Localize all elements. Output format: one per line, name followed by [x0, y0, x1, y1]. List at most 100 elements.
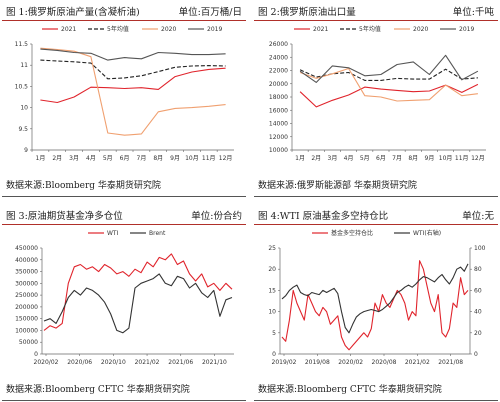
x-tick-label: 2月 — [52, 155, 62, 162]
y-tick-label: 11.5 — [15, 41, 29, 48]
chart-plot: 基金多空持仓比 WTI(右轴) 0 5 10 15 20 25 0 20 40 60 80 100 2019… — [268, 229, 486, 366]
y2-tick-label: 100 — [474, 245, 486, 252]
series-line — [40, 59, 226, 80]
series-line — [299, 67, 478, 102]
x-tick-label: 3月 — [328, 155, 338, 162]
x-tick-label: 8月 — [408, 155, 418, 162]
x-tick-label: 8月 — [153, 155, 163, 162]
x-tick-label: 10月 — [439, 155, 453, 162]
x-tick-label: 2月 — [311, 155, 321, 162]
chart-unit: 单位:千吨 — [452, 7, 494, 18]
divider — [254, 196, 498, 197]
y-tick-label: 9 — [24, 147, 28, 154]
chart-panel-4: 图 4:WTI 原油基金多空持仓比 单位:无 基金多空持仓比 WTI(右轴) 0 5 1… — [254, 204, 498, 402]
legend-label: 5年均值 — [107, 25, 129, 33]
y-tick-label: 10 — [20, 105, 28, 112]
x-tick-label: 2019/08 — [305, 359, 330, 366]
y-tick-label: 350000 — [15, 269, 38, 276]
x-tick-label: 1月 — [36, 155, 46, 162]
legend-label: 2019 — [207, 26, 222, 33]
panel-header: 图 4:WTI 原油基金多空持仓比 单位:无 — [254, 204, 498, 225]
series-line — [299, 83, 479, 108]
divider — [2, 196, 246, 197]
panel-header: 图 3:原油期货基金净多仓位 单位:份合约 — [2, 204, 246, 225]
chart-title: 图 2:俄罗斯原油出口量 — [258, 7, 356, 18]
y-tick-label: 22000 — [269, 68, 288, 75]
x-tick-label: 2020/06 — [67, 359, 92, 366]
x-tick-label: 12月 — [219, 155, 233, 162]
x-tick-label: 6月 — [376, 155, 386, 162]
y-tick-label: 300000 — [15, 280, 38, 287]
divider — [2, 400, 246, 401]
series-line — [40, 47, 226, 136]
x-tick-label: 2021/02 — [135, 359, 160, 366]
series-line — [299, 54, 479, 83]
chart-source: 数据来源:Bloomberg 华泰期货研究院 — [6, 181, 161, 191]
y-tick-label: 0 — [272, 351, 276, 358]
y2-tick-label: 80 — [474, 266, 482, 273]
y-tick-label: 250000 — [15, 292, 38, 299]
x-tick-label: 2020/02 — [338, 359, 363, 366]
x-tick-label: 6月 — [120, 155, 130, 162]
y-tick-label: 14000 — [269, 121, 288, 128]
x-tick-label: 2021/10 — [202, 359, 227, 366]
series-line — [40, 48, 226, 61]
legend-label: 2021 — [313, 26, 328, 33]
y2-tick-label: 20 — [474, 330, 482, 337]
y2-tick-label: 0 — [474, 351, 478, 358]
x-tick-label: 2019/02 — [272, 359, 297, 366]
divider — [254, 400, 498, 401]
y-tick-label: 24000 — [269, 54, 288, 61]
chart-title: 图 4:WTI 原油基金多空持仓比 — [258, 211, 389, 222]
panel-header: 图 2:俄罗斯原油出口量 单位:千吨 — [254, 0, 498, 21]
series-line — [43, 273, 233, 334]
legend-label: 基金多空持仓比 — [331, 229, 373, 237]
legend-label: 2019 — [459, 26, 474, 33]
y-tick-label: 20 — [268, 266, 276, 273]
legend-label: Brent — [149, 230, 166, 237]
y2-tick-label: 40 — [474, 309, 482, 316]
y-tick-label: 50000 — [19, 339, 38, 346]
x-tick-label: 2021/06 — [168, 359, 193, 366]
y-tick-label: 150000 — [15, 316, 38, 323]
legend-label: 2021 — [61, 26, 76, 33]
chart-unit: 单位:百万桶/日 — [178, 7, 242, 18]
y-tick-label: 26000 — [269, 41, 288, 48]
y-tick-label: 10.5 — [15, 83, 29, 90]
y-tick-label: 10000 — [269, 147, 288, 154]
chart-plot: WTI Brent 0 50000 100000 150000 200000 250000 30… — [15, 230, 234, 366]
x-tick-label: 2020/10 — [101, 359, 126, 366]
x-tick-label: 4月 — [344, 155, 354, 162]
x-tick-label: 2021/08 — [438, 359, 463, 366]
y-tick-label: 15 — [268, 287, 276, 294]
x-tick-label: 11月 — [455, 155, 469, 162]
x-tick-label: 3月 — [69, 155, 79, 162]
chart-source: 数据来源:俄罗斯能源部 华泰期货研究院 — [258, 181, 417, 191]
x-tick-label: 2020/02 — [34, 359, 59, 366]
x-tick-label: 5月 — [103, 155, 113, 162]
legend-label: 5年均值 — [359, 25, 381, 33]
y2-tick-label: 60 — [474, 287, 482, 294]
y-tick-label: 100000 — [15, 327, 38, 334]
y-tick-label: 25 — [268, 245, 276, 252]
y-tick-label: 12000 — [269, 134, 288, 141]
chart-source: 数据来源:Bloomberg CFTC 华泰期货研究院 — [258, 385, 442, 395]
y-tick-label: 11 — [20, 62, 28, 69]
chart-source: 数据来源:Bloomberg CFTC 华泰期货研究院 — [6, 385, 190, 395]
x-tick-label: 2021/02 — [405, 359, 430, 366]
series-line — [281, 263, 469, 334]
chart-plot: 2021 5年均值 2020 2019 10000 12000 14000 16000 1800… — [269, 25, 486, 162]
chart-plot: 2021 5年均值 2020 2019 9 9.5 10 10.5 11 11.5 1月 2月 3月 4月… — [15, 25, 234, 162]
y-tick-label: 9.5 — [18, 126, 28, 133]
y-tick-label: 200000 — [15, 304, 38, 311]
x-tick-label: 9月 — [170, 155, 180, 162]
series-line — [43, 253, 233, 331]
legend-label: 2020 — [413, 26, 428, 33]
chart-title: 图 1:俄罗斯原油产量(含凝析油) — [6, 7, 140, 18]
chart-panel-1: 图 1:俄罗斯原油产量(含凝析油) 单位:百万桶/日 2021 5年均值 2020 2… — [2, 0, 246, 198]
chart-panel-3: 图 3:原油期货基金净多仓位 单位:份合约 WTI Brent 0 50000 1000… — [2, 204, 246, 402]
x-tick-label: 2020/08 — [372, 359, 397, 366]
y-tick-label: 18000 — [269, 94, 288, 101]
legend-label: 2020 — [161, 26, 176, 33]
y-tick-label: 20000 — [269, 81, 288, 88]
